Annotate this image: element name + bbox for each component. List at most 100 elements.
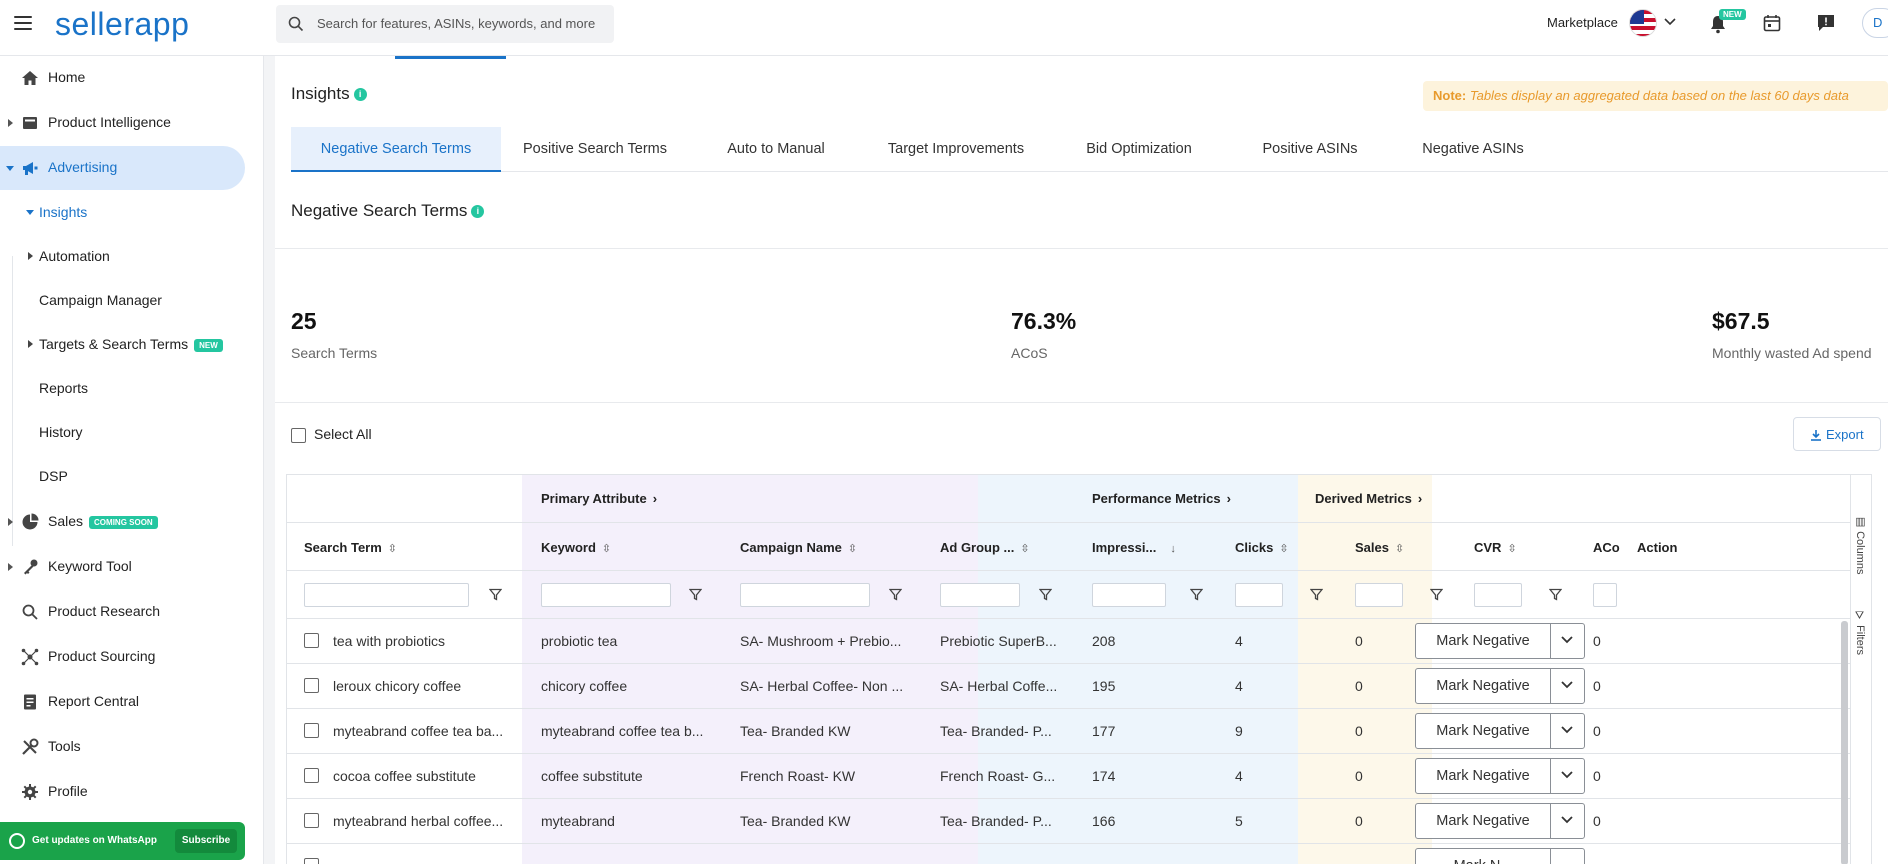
action-dropdown-toggle[interactable] [1551, 669, 1585, 703]
sort-icon[interactable]: ⇳ [387, 543, 398, 555]
filter-icon[interactable] [1549, 588, 1562, 601]
header-acos[interactable]: ACo [1593, 540, 1620, 555]
sidebar-item-product-sourcing[interactable]: Product Sourcing [0, 635, 264, 679]
group-derived-metrics[interactable]: Derived Metrics › [1315, 491, 1422, 506]
mark-negative-button[interactable]: Mark Negative [1416, 714, 1551, 748]
row-checkbox[interactable] [304, 723, 319, 738]
sidebar-item-product-research[interactable]: Product Research [0, 590, 264, 634]
sidebar-item-sales[interactable]: Sales COMING SOON [0, 500, 264, 544]
filters-panel-toggle[interactable]: ⛛ Filters [1854, 611, 1866, 655]
mark-negative-button[interactable]: Mark Negative [1416, 624, 1551, 658]
sidebar-subitem-targets-search-terms[interactable]: Targets & Search Terms NEW [0, 324, 264, 364]
filter-campaign-input[interactable] [740, 583, 870, 607]
expand-caret-icon[interactable] [28, 340, 33, 348]
filter-ad-group-input[interactable] [940, 583, 1020, 607]
tab-negative-search-terms[interactable]: Negative Search Terms [291, 127, 501, 172]
filter-icon[interactable] [1310, 588, 1323, 601]
row-checkbox[interactable] [304, 678, 319, 693]
tab-auto-to-manual[interactable]: Auto to Manual [727, 141, 825, 157]
header-keyword[interactable]: Keyword ⇳ [541, 540, 611, 555]
row-checkbox[interactable] [304, 768, 319, 783]
sidebar-subitem-history[interactable]: History [0, 412, 264, 452]
collapse-caret-icon[interactable] [6, 166, 14, 171]
whatsapp-banner[interactable]: Get updates on WhatsApp Subscribe [0, 822, 245, 860]
sort-icon[interactable]: ⇳ [1279, 543, 1289, 555]
sellerapp-logo[interactable]: sellerapp [55, 6, 190, 42]
sort-icon[interactable]: ⇳ [1020, 543, 1030, 555]
tab-positive-search-terms[interactable]: Positive Search Terms [523, 141, 667, 157]
sort-icon[interactable]: ⇳ [847, 543, 858, 555]
sidebar-item-report-central[interactable]: Report Central [0, 680, 264, 724]
expand-caret-icon[interactable] [8, 563, 13, 571]
sidebar-subitem-campaign-manager[interactable]: Campaign Manager [0, 280, 264, 320]
action-dropdown-toggle[interactable] [1551, 714, 1585, 748]
expand-caret-icon[interactable] [8, 119, 13, 127]
filter-icon[interactable] [689, 588, 702, 601]
sidebar-item-profile[interactable]: Profile [0, 770, 264, 814]
filter-acos-input[interactable] [1593, 583, 1617, 607]
tab-negative-asins[interactable]: Negative ASINs [1422, 141, 1524, 157]
sidebar-item-home[interactable]: Home [0, 56, 264, 100]
sidebar-item-tools[interactable]: Tools [0, 725, 264, 769]
header-impressions[interactable]: Impressi... ↓ [1092, 540, 1176, 555]
sidebar-item-product-intelligence[interactable]: Product Intelligence [0, 101, 264, 145]
header-sales[interactable]: Sales ⇳ [1355, 540, 1404, 555]
mark-negative-button[interactable]: Mark N... [1416, 849, 1551, 864]
row-checkbox[interactable] [304, 813, 319, 828]
sort-desc-icon[interactable]: ↓ [1170, 543, 1176, 555]
filter-clicks-input[interactable] [1235, 583, 1283, 607]
chevron-right-icon[interactable]: › [1417, 491, 1423, 506]
group-primary-attribute[interactable]: Primary Attribute › [541, 491, 657, 506]
chevron-right-icon[interactable]: › [1226, 491, 1231, 506]
filter-icon[interactable] [489, 588, 502, 601]
header-clicks[interactable]: Clicks ⇳ [1235, 540, 1289, 555]
mark-negative-button[interactable]: Mark Negative [1416, 804, 1551, 838]
filter-keyword-input[interactable] [541, 583, 671, 607]
hamburger-menu-icon[interactable] [14, 16, 32, 30]
row-checkbox[interactable] [304, 633, 319, 648]
global-search[interactable]: Search for features, ASINs, keywords, an… [276, 5, 614, 43]
expand-caret-icon[interactable] [8, 518, 13, 526]
sidebar-item-keyword-tool[interactable]: Keyword Tool [0, 545, 264, 589]
mark-negative-button[interactable]: Mark Negative [1416, 759, 1551, 793]
info-icon[interactable]: i [471, 205, 485, 219]
expand-caret-icon[interactable] [28, 252, 33, 260]
mark-negative-button[interactable]: Mark Negative [1416, 669, 1551, 703]
sidebar-subitem-insights[interactable]: Insights [0, 192, 264, 232]
select-all-checkbox[interactable] [291, 427, 306, 443]
filter-icon[interactable] [889, 588, 902, 601]
sidebar-item-advertising[interactable]: Advertising [0, 146, 245, 190]
sort-icon[interactable]: ⇳ [601, 543, 612, 555]
row-checkbox[interactable] [304, 858, 319, 864]
chevron-down-icon[interactable] [1664, 18, 1676, 26]
sidebar-subitem-dsp[interactable]: DSP [0, 456, 264, 496]
subscribe-button[interactable]: Subscribe [175, 829, 237, 853]
filter-icon[interactable] [1190, 588, 1203, 601]
columns-panel-toggle[interactable]: ▥ Columns [1854, 515, 1867, 574]
tab-target-improvements[interactable]: Target Improvements [887, 141, 1025, 157]
export-button[interactable]: Export [1793, 417, 1881, 451]
info-icon[interactable]: i [353, 88, 367, 102]
calendar-icon[interactable] [1763, 14, 1781, 32]
filter-sales-input[interactable] [1355, 583, 1403, 607]
sidebar-subitem-reports[interactable]: Reports [0, 368, 264, 408]
us-flag-icon[interactable] [1629, 9, 1657, 37]
header-campaign-name[interactable]: Campaign Name ⇳ [740, 540, 857, 555]
sidebar-subitem-automation[interactable]: Automation [0, 236, 264, 276]
sort-icon[interactable]: ⇳ [1507, 543, 1517, 555]
feedback-icon[interactable] [1817, 14, 1835, 32]
filter-impressions-input[interactable] [1092, 583, 1166, 607]
filter-search-term-input[interactable] [304, 583, 469, 607]
filter-icon[interactable] [1039, 588, 1052, 601]
table-vertical-scrollbar[interactable] [1841, 621, 1848, 864]
action-dropdown-toggle[interactable] [1551, 624, 1585, 658]
action-dropdown-toggle[interactable] [1551, 759, 1585, 793]
tab-bid-optimization[interactable]: Bid Optimization [1086, 141, 1192, 157]
chevron-right-icon[interactable]: › [652, 491, 658, 506]
action-dropdown-toggle[interactable] [1551, 804, 1585, 838]
sort-icon[interactable]: ⇳ [1394, 543, 1405, 555]
header-cvr[interactable]: CVR ⇳ [1474, 540, 1517, 555]
group-performance-metrics[interactable]: Performance Metrics › [1092, 491, 1231, 506]
header-search-term[interactable]: Search Term ⇳ [304, 540, 397, 555]
collapse-caret-icon[interactable] [26, 210, 34, 215]
